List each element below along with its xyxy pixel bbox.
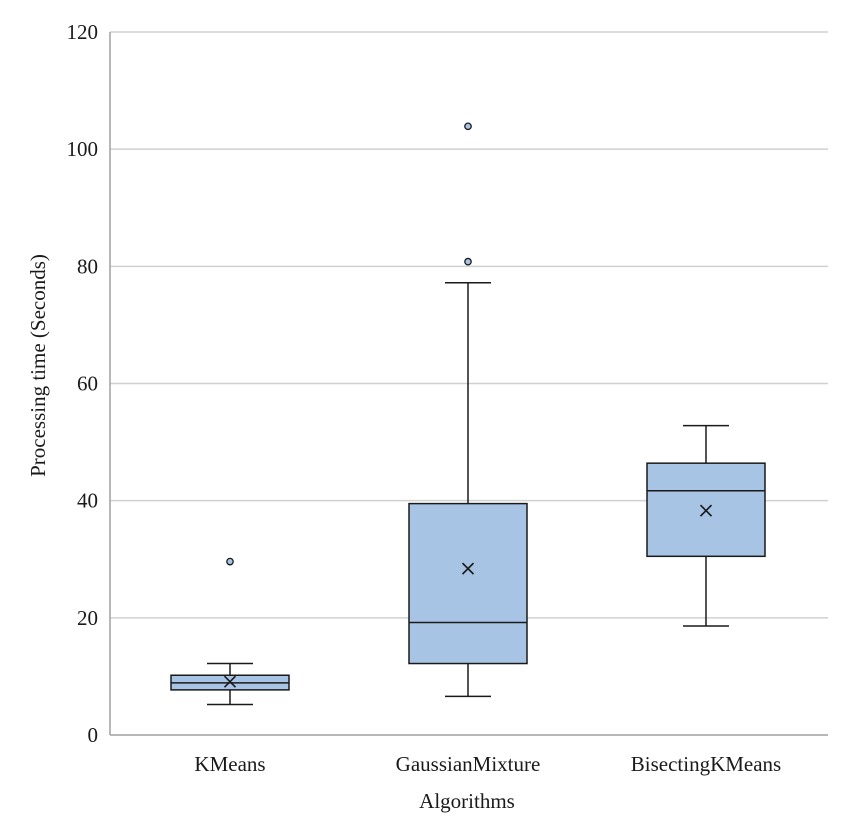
mean-marker-stroke — [461, 562, 475, 575]
y-tick-label: 20 — [77, 606, 98, 630]
mean-marker — [699, 504, 713, 517]
mean-marker-stroke — [699, 504, 713, 517]
y-tick-label: 80 — [77, 254, 98, 278]
mean-marker — [223, 675, 237, 688]
y-tick-label: 40 — [77, 489, 98, 513]
x-tick-label: GaussianMixture — [396, 752, 541, 776]
y-tick-label: 120 — [67, 20, 99, 44]
outlier-point — [226, 557, 234, 566]
box-bisectingkmeans — [646, 424, 766, 627]
x-tick-label: BisectingKMeans — [631, 752, 781, 776]
axes — [109, 32, 828, 736]
boxes — [170, 122, 766, 706]
box-kmeans — [170, 557, 290, 706]
mean-marker-stroke — [223, 675, 237, 688]
outlier-point — [464, 257, 472, 266]
mean-marker — [461, 562, 475, 575]
y-axis-title: Processing time (Seconds) — [26, 254, 50, 477]
x-axis-title: Algorithms — [419, 789, 515, 813]
y-tick-label: 100 — [67, 137, 99, 161]
y-tick-label: 0 — [88, 723, 99, 747]
labels: 0 20 40 60 80 100 120 KMeans GaussianMixture Bise… — [67, 20, 782, 776]
x-tick-label: KMeans — [194, 752, 265, 776]
y-tick-label: 60 — [77, 372, 98, 396]
box-gaussianmixture — [408, 122, 528, 698]
outlier-point — [464, 122, 472, 131]
iqr-box — [408, 502, 528, 665]
gridlines — [110, 31, 828, 619]
